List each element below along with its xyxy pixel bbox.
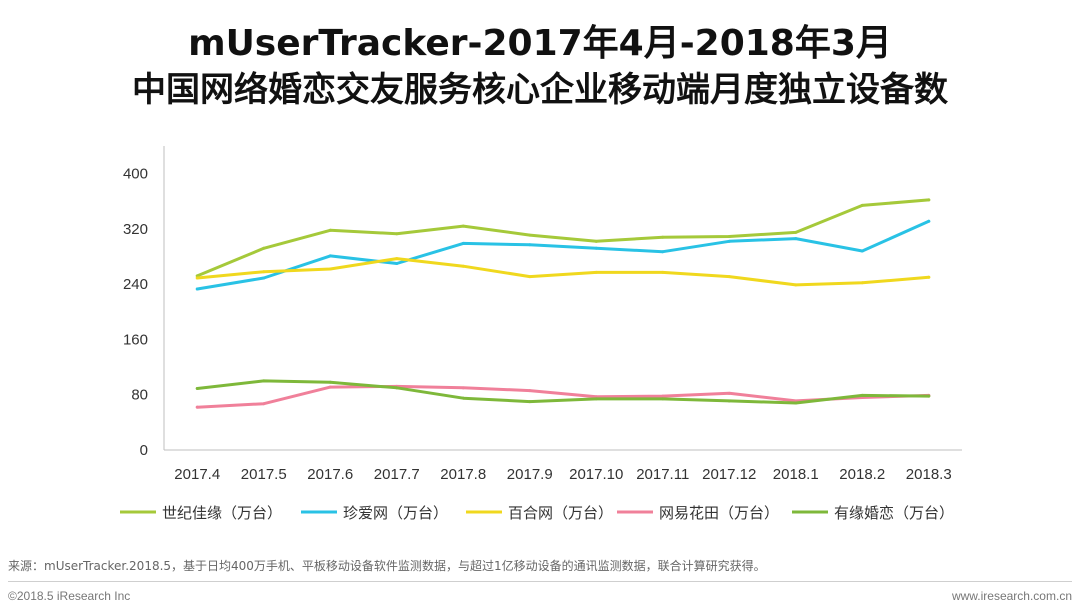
data-point <box>262 276 266 280</box>
data-point <box>661 397 665 401</box>
x-tick-label: 2017.11 <box>636 466 689 483</box>
data-point <box>727 391 731 395</box>
data-point <box>395 386 399 390</box>
data-point <box>195 287 199 291</box>
x-tick-label: 2018.3 <box>906 466 952 483</box>
y-tick-label: 240 <box>123 276 148 293</box>
data-point <box>661 235 665 239</box>
data-point <box>860 393 864 397</box>
y-tick-label: 80 <box>131 387 148 404</box>
data-point <box>727 399 731 403</box>
x-tick-label: 2017.6 <box>307 466 353 483</box>
data-point <box>927 198 931 202</box>
data-point <box>328 385 332 389</box>
data-point <box>794 283 798 287</box>
series-line-2 <box>195 257 931 287</box>
data-point <box>727 275 731 279</box>
data-point <box>195 276 199 280</box>
x-tick-label: 2017.8 <box>440 466 486 483</box>
data-point <box>927 219 931 223</box>
x-tick-label: 2018.1 <box>773 466 819 483</box>
data-point <box>262 379 266 383</box>
x-tick-label: 2017.9 <box>507 466 553 483</box>
data-point <box>461 396 465 400</box>
series-line-0 <box>195 198 931 278</box>
data-point <box>860 203 864 207</box>
data-point <box>528 243 532 247</box>
footer-divider <box>8 581 1072 582</box>
copyright-text: ©2018.5 iResearch Inc <box>8 589 131 603</box>
x-tick-label: 2017.5 <box>241 466 287 483</box>
data-point <box>262 270 266 274</box>
data-point <box>395 261 399 265</box>
data-point <box>328 254 332 258</box>
data-point <box>794 237 798 241</box>
data-point <box>594 397 598 401</box>
data-point <box>195 387 199 391</box>
y-tick-label: 400 <box>123 166 148 183</box>
series-line-4 <box>195 379 931 405</box>
data-point <box>395 232 399 236</box>
data-point <box>461 241 465 245</box>
data-point <box>328 228 332 232</box>
data-point <box>594 246 598 250</box>
x-tick-label: 2017.10 <box>569 466 623 483</box>
data-point <box>927 275 931 279</box>
data-point <box>727 239 731 243</box>
data-point <box>328 267 332 271</box>
data-point <box>860 249 864 253</box>
data-point <box>195 405 199 409</box>
data-point <box>461 224 465 228</box>
x-tick-label: 2017.4 <box>174 466 220 483</box>
data-point <box>528 389 532 393</box>
legend-label-2: 百合网（万台） <box>508 504 613 522</box>
legend-label-3: 网易花田（万台） <box>659 504 779 522</box>
data-point <box>262 402 266 406</box>
data-point <box>794 230 798 234</box>
data-point <box>395 257 399 261</box>
y-tick-label: 0 <box>140 442 148 459</box>
data-point <box>528 400 532 404</box>
data-point <box>461 386 465 390</box>
data-point <box>661 394 665 398</box>
y-tick-label: 320 <box>123 221 148 238</box>
data-point <box>927 394 931 398</box>
x-tick-label: 2017.12 <box>702 466 756 483</box>
data-point <box>860 281 864 285</box>
chart-title-line1: mUserTracker-2017年4月-2018年3月 <box>188 23 892 64</box>
legend-label-0: 世纪佳缘（万台） <box>162 504 282 522</box>
legend-label-1: 珍爱网（万台） <box>343 504 448 522</box>
data-point <box>328 380 332 384</box>
data-point <box>262 246 266 250</box>
x-tick-label: 2018.2 <box>839 466 885 483</box>
series-line-1 <box>195 219 931 291</box>
data-point <box>594 239 598 243</box>
website-link[interactable]: www.iresearch.com.cn <box>951 589 1072 603</box>
source-note: 来源：mUserTracker.2018.5，基于日均400万手机、平板移动设备… <box>8 559 766 573</box>
legend-label-4: 有缘婚恋（万台） <box>834 504 954 522</box>
data-point <box>794 401 798 405</box>
data-point <box>528 233 532 237</box>
x-tick-label: 2017.7 <box>374 466 420 483</box>
data-point <box>461 264 465 268</box>
chart-title-line2: 中国网络婚恋交友服务核心企业移动端月度独立设备数 <box>132 70 948 110</box>
data-point <box>727 235 731 239</box>
data-point <box>594 270 598 274</box>
y-tick-label: 160 <box>123 331 148 348</box>
data-point <box>528 275 532 279</box>
data-point <box>661 250 665 254</box>
data-point <box>661 270 665 274</box>
series-line-3 <box>195 384 931 409</box>
